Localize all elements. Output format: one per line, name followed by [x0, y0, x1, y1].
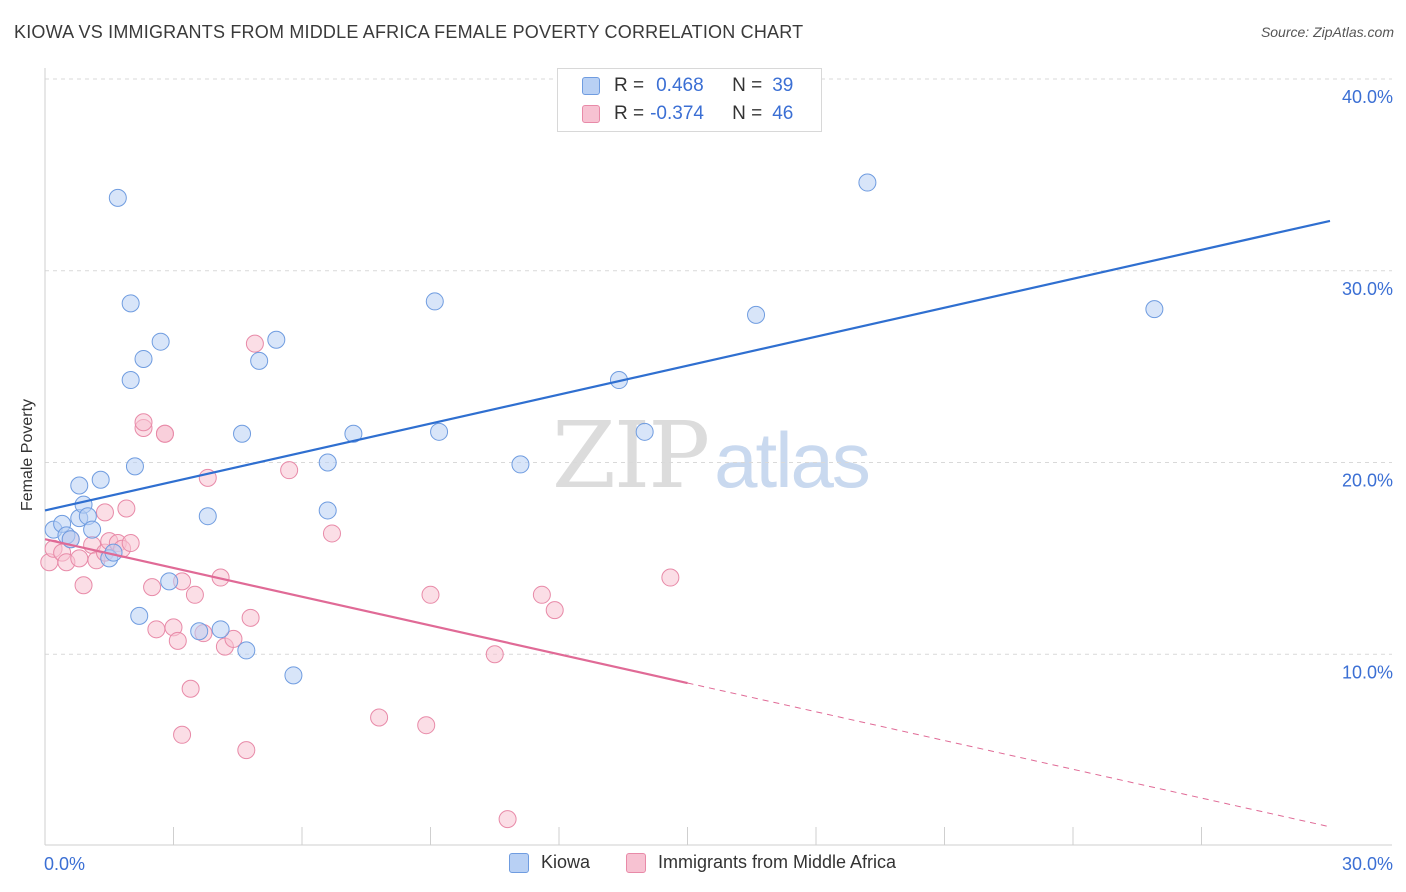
africa-point [370, 708, 389, 727]
africa-point [155, 424, 174, 443]
kiowa-point [151, 332, 170, 351]
kiowa-point [267, 330, 286, 349]
kiowa-point [511, 455, 530, 474]
kiowa-point [211, 620, 230, 639]
africa-point [485, 645, 504, 664]
kiowa-n-label: N = [732, 75, 763, 96]
africa-n-label: N = [732, 103, 763, 124]
x-tick-label: 0.0% [44, 854, 85, 874]
kiowa-point [190, 622, 209, 641]
kiowa-point [125, 457, 144, 476]
kiowa-point [747, 305, 766, 324]
kiowa-swatch [582, 77, 600, 95]
africa-point [173, 725, 192, 744]
kiowa-r-label: R = [614, 75, 645, 96]
africa-point [532, 585, 551, 604]
africa-point [661, 568, 680, 587]
africa-point [134, 413, 153, 432]
watermark-atlas: atlas [714, 416, 871, 504]
y-tick-label: 30.0% [1342, 279, 1393, 299]
legend-item-kiowa: Kiowa [509, 852, 590, 873]
kiowa-point [1145, 300, 1164, 319]
africa-point [168, 631, 187, 650]
zipatlas-watermark: ZIPatlas [552, 402, 871, 509]
africa-point [421, 585, 440, 604]
africa-point [417, 716, 436, 735]
kiowa-point [83, 520, 102, 539]
africa-r-value: -0.374 [650, 103, 704, 124]
kiowa-n-value: 39 [772, 75, 794, 96]
africa-point [322, 524, 341, 543]
africa-point [224, 629, 243, 648]
africa-point [121, 534, 140, 553]
africa-point [143, 578, 162, 597]
africa-point [74, 576, 93, 595]
correlation-legend: R = 0.468 N = 39 R = -0.374 N = 46 [557, 68, 822, 132]
kiowa-point [344, 424, 363, 443]
kiowa-point [160, 572, 179, 591]
y-tick-label: 20.0% [1342, 471, 1393, 491]
africa-swatch [582, 105, 600, 123]
africa-point [185, 585, 204, 604]
kiowa-r-value: 0.468 [656, 75, 704, 96]
africa-point [147, 620, 166, 639]
legend-africa-label: Immigrants from Middle Africa [658, 852, 897, 872]
kiowa-point [134, 349, 153, 368]
kiowa-point [430, 422, 449, 441]
kiowa-point [233, 424, 252, 443]
kiowa-point [121, 294, 140, 313]
kiowa-point [318, 501, 337, 520]
legend-kiowa-label: Kiowa [541, 852, 591, 872]
kiowa-point [635, 422, 654, 441]
kiowa-point [108, 188, 127, 207]
kiowa-point [858, 173, 877, 192]
africa-point [95, 503, 114, 522]
kiowa-point [425, 292, 444, 311]
y-tick-label: 10.0% [1342, 662, 1393, 682]
watermark-zip: ZIP [552, 402, 710, 509]
kiowa-point [250, 351, 269, 370]
kiowa-point [198, 507, 217, 526]
africa-trend-extension [687, 682, 1331, 828]
legend-item-africa: Immigrants from Middle Africa [626, 852, 896, 873]
kiowa-point [70, 476, 89, 495]
africa-point [181, 679, 200, 698]
africa-r-label: R = [614, 103, 645, 124]
africa-n-value: 46 [772, 103, 794, 124]
kiowa-point [284, 666, 303, 685]
kiowa-point [121, 371, 140, 390]
source-label: Source: ZipAtlas.com [1260, 24, 1394, 40]
y-tick-label: 40.0% [1342, 87, 1393, 107]
africa-point [280, 461, 299, 480]
legend-africa-swatch [626, 852, 646, 873]
africa-point [70, 549, 89, 568]
series-legend: Kiowa Immigrants from Middle Africa [0, 852, 1406, 876]
kiowa-point [237, 641, 256, 660]
kiowa-trend-line [44, 219, 1331, 512]
kiowa-point [91, 470, 110, 489]
legend-kiowa-swatch [509, 852, 529, 873]
africa-trend-line [44, 538, 688, 685]
africa-point [545, 601, 564, 620]
legend-row-kiowa: R = 0.468 N = 39 [582, 75, 793, 97]
africa-point [245, 334, 264, 353]
africa-point [117, 499, 136, 518]
africa-point [237, 741, 256, 760]
kiowa-point [318, 453, 337, 472]
africa-point [241, 608, 260, 627]
x-tick-label: 30.0% [1342, 854, 1393, 874]
legend-row-africa: R = -0.374 N = 46 [582, 103, 793, 125]
kiowa-point [130, 606, 149, 625]
chart-title: KIOWA VS IMMIGRANTS FROM MIDDLE AFRICA F… [14, 22, 804, 42]
africa-point [498, 810, 517, 829]
